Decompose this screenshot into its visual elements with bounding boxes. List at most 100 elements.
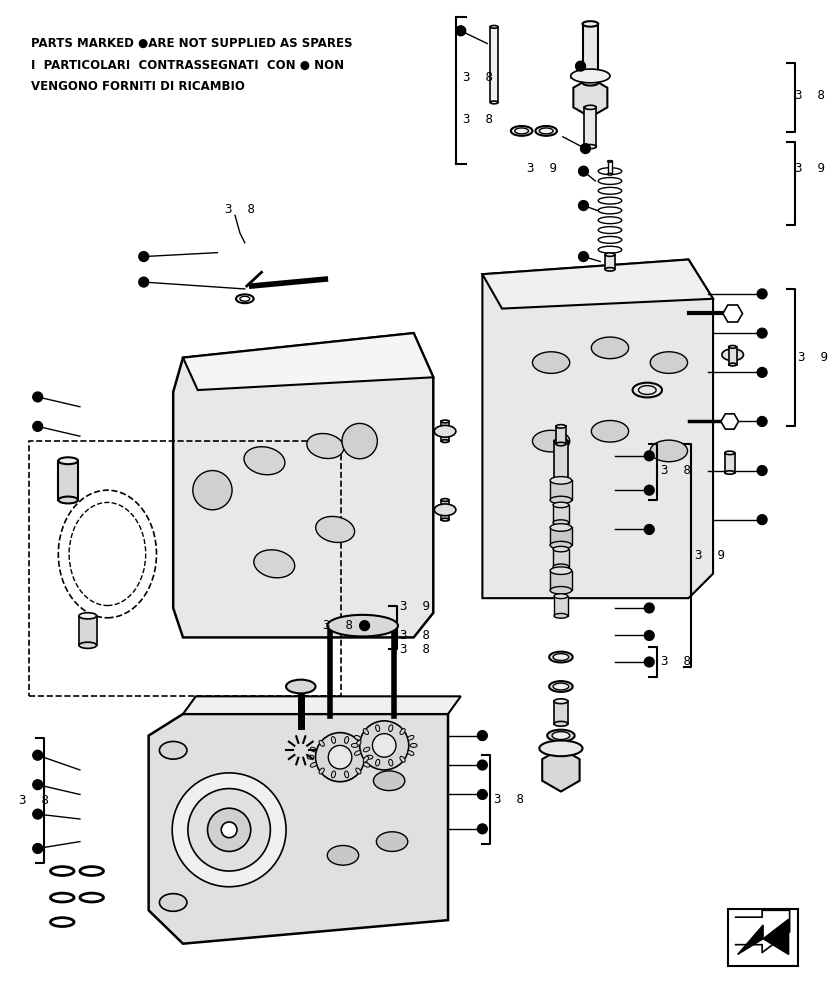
Ellipse shape xyxy=(58,497,78,503)
Text: 3  8: 3 8 xyxy=(494,793,524,806)
Ellipse shape xyxy=(550,477,572,484)
Circle shape xyxy=(342,423,378,459)
Ellipse shape xyxy=(549,681,572,692)
Ellipse shape xyxy=(376,832,408,851)
Bar xyxy=(605,255,615,269)
Text: 3  8: 3 8 xyxy=(661,655,691,668)
Ellipse shape xyxy=(319,768,324,774)
Ellipse shape xyxy=(356,768,361,774)
Circle shape xyxy=(644,631,654,640)
Circle shape xyxy=(644,603,654,613)
Bar xyxy=(556,426,566,444)
Bar xyxy=(550,527,572,545)
Ellipse shape xyxy=(550,567,572,574)
Ellipse shape xyxy=(327,846,359,865)
Ellipse shape xyxy=(607,160,612,162)
Ellipse shape xyxy=(310,747,317,752)
Circle shape xyxy=(32,809,42,819)
Ellipse shape xyxy=(408,735,414,740)
Ellipse shape xyxy=(553,502,569,508)
Circle shape xyxy=(757,367,767,377)
Ellipse shape xyxy=(389,759,393,766)
Circle shape xyxy=(644,525,654,534)
Text: 3  8: 3 8 xyxy=(795,89,825,102)
Ellipse shape xyxy=(605,253,615,256)
Ellipse shape xyxy=(550,541,572,549)
Text: 3  8: 3 8 xyxy=(400,629,430,642)
Circle shape xyxy=(359,621,369,631)
Bar xyxy=(58,461,78,500)
Ellipse shape xyxy=(550,587,572,594)
Ellipse shape xyxy=(434,504,456,516)
Circle shape xyxy=(757,515,767,525)
Text: PARTS MARKED ●ARE NOT SUPPLIED AS SPARES: PARTS MARKED ●ARE NOT SUPPLIED AS SPARES xyxy=(31,37,352,50)
Ellipse shape xyxy=(584,145,597,149)
Circle shape xyxy=(32,780,42,790)
Ellipse shape xyxy=(651,352,687,373)
Ellipse shape xyxy=(441,440,449,442)
Bar xyxy=(490,27,498,102)
Circle shape xyxy=(315,733,364,782)
Ellipse shape xyxy=(319,740,324,746)
Circle shape xyxy=(644,657,654,667)
Circle shape xyxy=(757,328,767,338)
Ellipse shape xyxy=(375,725,379,732)
Bar xyxy=(550,480,572,500)
Polygon shape xyxy=(763,919,789,954)
Ellipse shape xyxy=(532,352,570,373)
Ellipse shape xyxy=(344,737,349,743)
Circle shape xyxy=(193,471,232,510)
Ellipse shape xyxy=(729,363,736,366)
Ellipse shape xyxy=(553,654,569,660)
Ellipse shape xyxy=(408,751,414,755)
Ellipse shape xyxy=(554,613,567,618)
Ellipse shape xyxy=(79,613,97,619)
Ellipse shape xyxy=(79,642,97,648)
Text: 3  9: 3 9 xyxy=(400,600,430,613)
Ellipse shape xyxy=(307,755,314,759)
Text: 3  8: 3 8 xyxy=(225,203,255,216)
Ellipse shape xyxy=(725,471,735,474)
Ellipse shape xyxy=(441,518,449,521)
Bar xyxy=(582,24,598,83)
Polygon shape xyxy=(483,260,713,309)
Circle shape xyxy=(581,144,591,153)
Circle shape xyxy=(644,451,654,461)
Circle shape xyxy=(478,760,488,770)
Text: 3  8: 3 8 xyxy=(661,464,691,477)
Polygon shape xyxy=(573,78,607,117)
Circle shape xyxy=(139,252,149,261)
Ellipse shape xyxy=(553,546,569,552)
Ellipse shape xyxy=(366,755,373,759)
Ellipse shape xyxy=(592,337,629,359)
Ellipse shape xyxy=(605,268,615,271)
Polygon shape xyxy=(721,414,739,429)
Ellipse shape xyxy=(553,683,569,690)
Ellipse shape xyxy=(582,21,598,27)
Ellipse shape xyxy=(549,652,572,662)
Ellipse shape xyxy=(550,524,572,531)
Polygon shape xyxy=(173,333,433,637)
Text: 3  8: 3 8 xyxy=(400,643,430,656)
Ellipse shape xyxy=(324,760,356,780)
Ellipse shape xyxy=(310,763,317,767)
Circle shape xyxy=(32,392,42,402)
Text: 3  8: 3 8 xyxy=(323,619,353,632)
Ellipse shape xyxy=(490,101,498,104)
Circle shape xyxy=(32,421,42,431)
Circle shape xyxy=(478,731,488,740)
Bar xyxy=(728,909,799,966)
Ellipse shape xyxy=(547,730,575,741)
Ellipse shape xyxy=(400,729,405,735)
Ellipse shape xyxy=(374,771,405,791)
Polygon shape xyxy=(542,748,580,792)
Text: 3  9: 3 9 xyxy=(527,162,557,175)
Circle shape xyxy=(207,808,250,851)
Ellipse shape xyxy=(315,516,354,542)
Ellipse shape xyxy=(354,735,361,740)
Ellipse shape xyxy=(554,478,567,483)
Circle shape xyxy=(456,26,466,36)
Ellipse shape xyxy=(539,128,553,134)
Bar xyxy=(725,453,735,473)
Text: I  PARTICOLARI  CONTRASSEGNATI  CON ● NON: I PARTICOLARI CONTRASSEGNATI CON ● NON xyxy=(31,59,344,72)
